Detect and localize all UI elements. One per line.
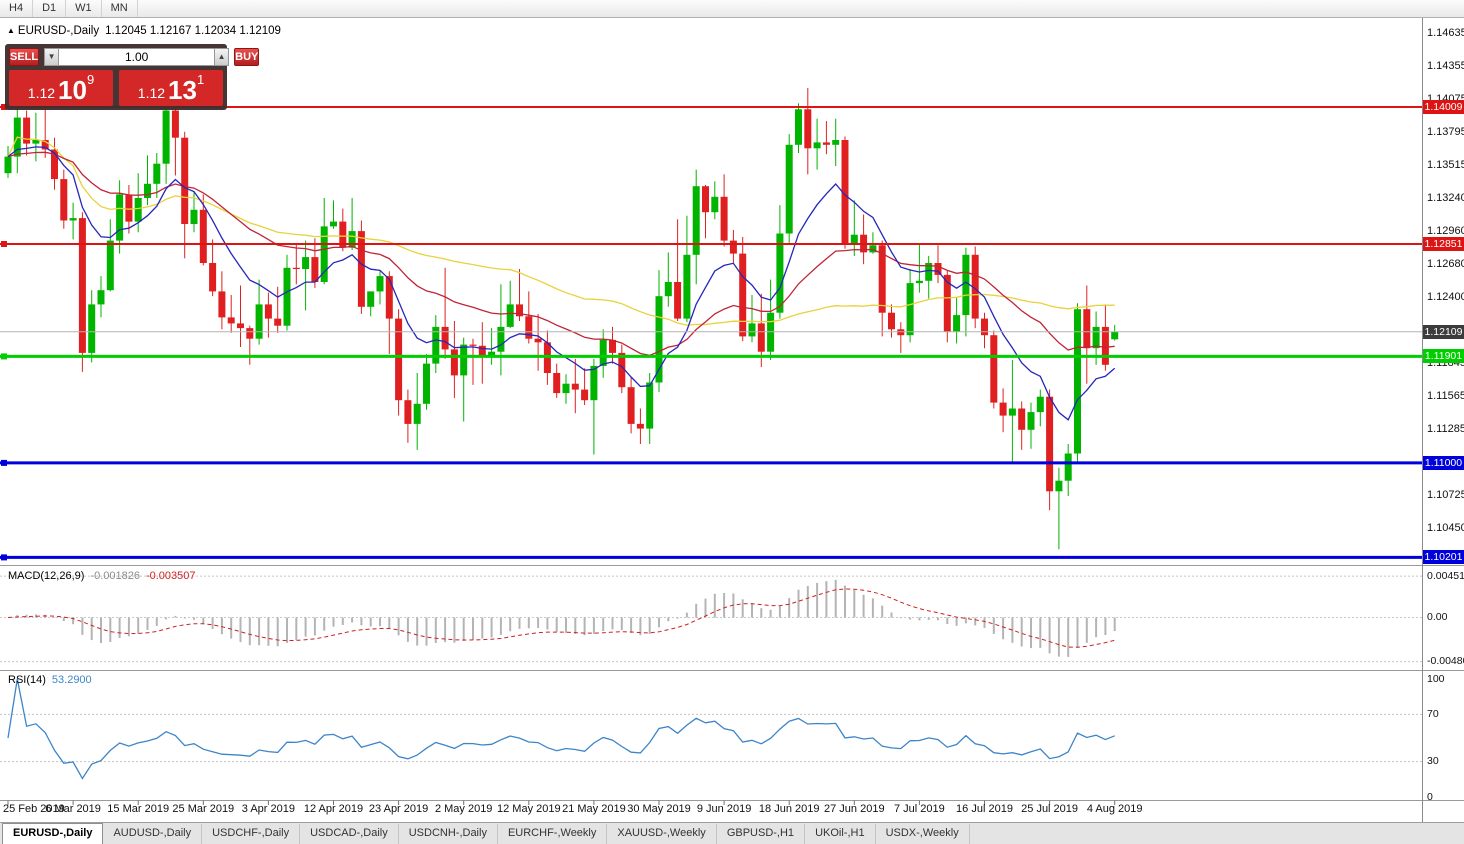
buy-price-pips: 13 xyxy=(168,75,197,105)
chart-tab-eurchf[interactable]: EURCHF-,Weekly xyxy=(498,824,608,844)
timeframe-button-w1[interactable]: W1 xyxy=(66,0,102,17)
date-axis-label: 4 Aug 2019 xyxy=(1086,803,1143,815)
panel-grid xyxy=(0,18,1464,822)
chart-tab-usdchf[interactable]: USDCHF-,Daily xyxy=(202,824,301,844)
chart-title: ▲ EURUSD-,Daily 1.12045 1.12167 1.12034 1.… xyxy=(7,25,281,37)
rsi-name: RSI(14) xyxy=(8,674,46,686)
timeframe-button-h4[interactable]: H4 xyxy=(0,0,34,17)
date-axis-label: 25 Jul 2019 xyxy=(1021,803,1079,815)
date-axis-label: 7 Jul 2019 xyxy=(894,803,945,815)
sell-button[interactable]: SELL xyxy=(9,48,40,66)
date-axis-label: 27 Jun 2019 xyxy=(824,803,885,815)
macd-indicator-label: MACD(12,26,9) -0.001826 -0.003507 xyxy=(8,570,196,582)
rsi-value: 53.2900 xyxy=(51,674,92,686)
date-axis-label: 2 May 2019 xyxy=(434,803,493,815)
date-axis-label: 9 Jun 2019 xyxy=(696,803,752,815)
buy-button[interactable]: BUY xyxy=(234,48,260,66)
lot-size-stepper: ▼ ▲ xyxy=(44,48,230,66)
timeframe-button-mn[interactable]: MN xyxy=(102,0,138,17)
chart-tab-eurusd[interactable]: EURUSD-,Daily xyxy=(2,823,104,844)
buy-price-point: 1 xyxy=(196,72,205,87)
date-axis-label: 25 Feb 2019 xyxy=(3,803,65,815)
lot-increase-button[interactable]: ▲ xyxy=(214,48,230,66)
date-axis-label: 16 Jul 2019 xyxy=(956,803,1013,815)
chart-tab-xauusd[interactable]: XAUUSD-,Weekly xyxy=(607,824,717,844)
chart-marker-icon: ▲ xyxy=(7,26,15,35)
date-axis-label: 25 Mar 2019 xyxy=(172,803,235,815)
rsi-indicator xyxy=(7,678,1115,780)
date-axis-label: 21 May 2019 xyxy=(562,803,626,815)
timeframe-toolbar: H4 D1 W1 MN xyxy=(0,0,1464,18)
macd-name: MACD(12,26,9) xyxy=(8,570,85,582)
date-axis-label: 12 Apr 2019 xyxy=(303,803,364,815)
date-axis-label: 18 Jun 2019 xyxy=(758,803,820,815)
macd-indicator xyxy=(7,579,1116,657)
sell-price-pips: 10 xyxy=(58,75,87,105)
one-click-trading-panel: SELL ▼ ▲ BUY 1.12 10 9 1.12 13 1 xyxy=(5,44,260,110)
chart-tab-usdcad[interactable]: USDCAD-,Daily xyxy=(300,824,399,844)
chart-tab-gbpusd[interactable]: GBPUSD-,H1 xyxy=(717,824,806,844)
sell-price-quote[interactable]: 1.12 10 9 xyxy=(9,70,113,106)
sell-price-base: 1.12 xyxy=(27,85,56,101)
timeframe-button-d1[interactable]: D1 xyxy=(33,0,67,17)
date-axis-label: 15 Mar 2019 xyxy=(107,803,170,815)
chart-tab-audusd[interactable]: AUDUSD-,Daily xyxy=(103,824,203,844)
lot-size-input[interactable] xyxy=(59,48,215,66)
date-axis-label: 23 Apr 2019 xyxy=(368,803,429,815)
chart-title-ohlc: 1.12045 1.12167 1.12034 1.12109 xyxy=(105,25,281,37)
date-axis-label: 3 Apr 2019 xyxy=(241,803,295,815)
date-axis-label: 6 Mar 2019 xyxy=(45,803,101,815)
chart-tab-ukoil[interactable]: UKOil-,H1 xyxy=(805,824,876,844)
rsi-indicator-label: RSI(14) 53.2900 xyxy=(8,674,92,686)
chart-tab-bar: EURUSD-,Daily AUDUSD-,Daily USDCHF-,Daily U… xyxy=(0,822,1464,844)
buy-price-base: 1.12 xyxy=(137,85,166,101)
horizontal-level-lines xyxy=(0,104,1422,561)
date-axis-label: 30 May 2019 xyxy=(627,803,691,815)
date-axis: 25 Feb 2019 6 Mar 2019 15 Mar 2019 25 Mar 2… xyxy=(0,802,1422,818)
sell-price-point: 9 xyxy=(86,72,95,87)
date-axis-label: 12 May 2019 xyxy=(496,803,561,815)
moving-averages xyxy=(7,136,1116,421)
buy-price-quote[interactable]: 1.12 13 1 xyxy=(119,70,223,106)
macd-main-value: -0.001826 xyxy=(90,570,140,582)
macd-signal-value: -0.003507 xyxy=(145,570,196,582)
chart-title-symbol: EURUSD-,Daily xyxy=(17,25,100,37)
candlesticks xyxy=(4,88,1119,550)
chart-tab-usdcnh[interactable]: USDCNH-,Daily xyxy=(399,824,498,844)
chart-tab-usdx[interactable]: USDX-,Weekly xyxy=(876,824,970,844)
lot-decrease-button[interactable]: ▼ xyxy=(44,48,60,66)
